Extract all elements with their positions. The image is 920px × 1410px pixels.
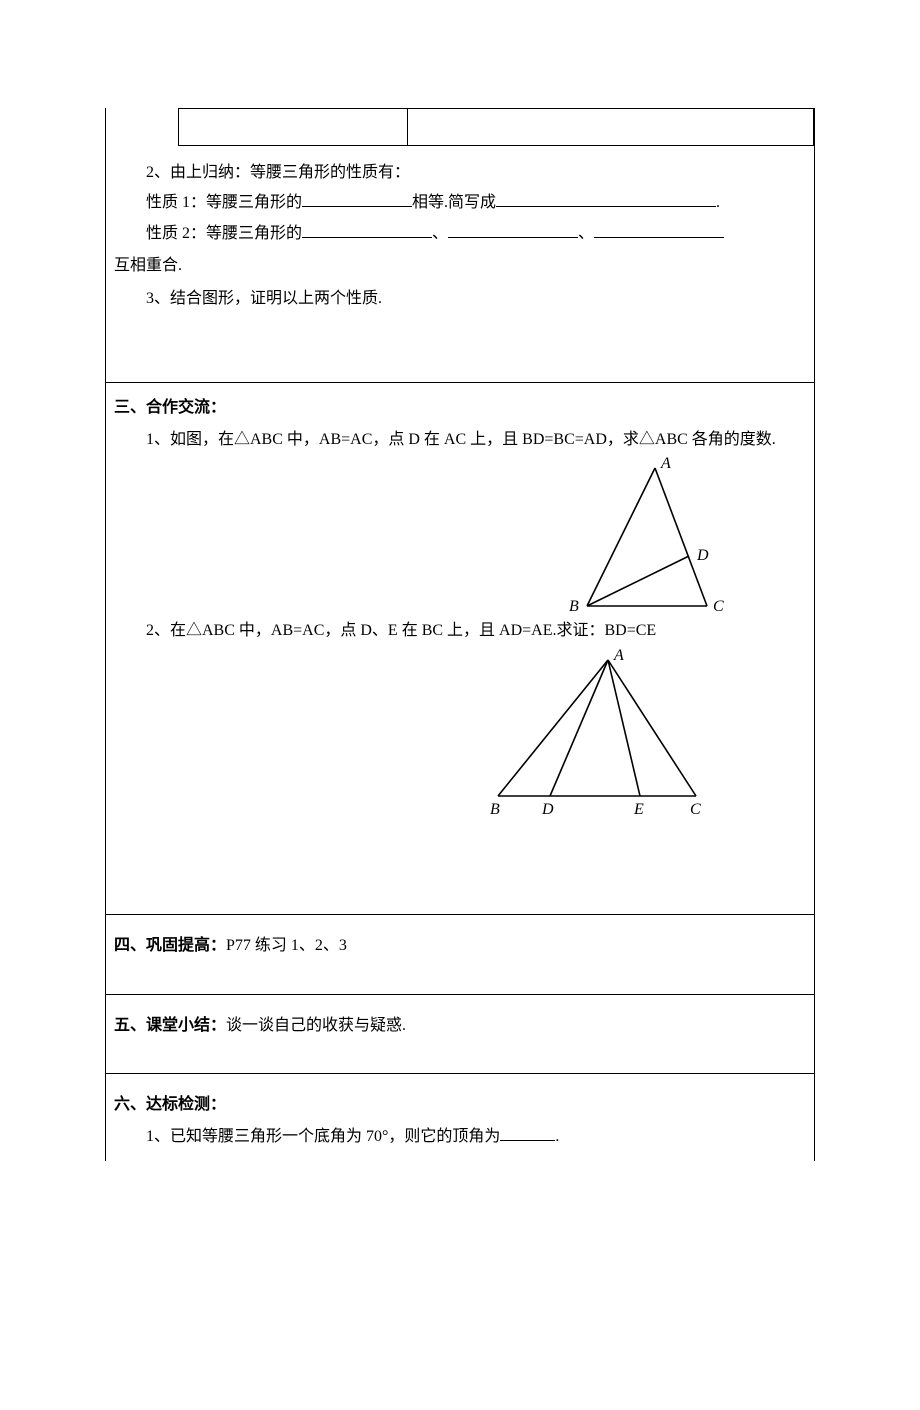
text-gonggu: P77 练习 1、2、3 — [226, 937, 347, 954]
page-content: 2、由上归纳：等腰三角形的性质有： 性质 1：等腰三角形的 相等.简写成. 性质 … — [105, 108, 815, 1161]
blank-prop2-1 — [302, 237, 432, 238]
prop1-part-b: 相等.简写成 — [412, 194, 496, 211]
text-guina: 2、由上归纳：等腰三角形的性质有： — [110, 158, 810, 188]
text-ketang: 谈一谈自己的收获与疑惑. — [226, 1017, 406, 1034]
heading-gonggu: 四、巩固提高： — [114, 937, 226, 954]
prop2-part-a: 性质 2：等腰三角形的 — [146, 225, 302, 242]
svg-text:B: B — [490, 801, 500, 816]
heading-dabiao: 六、达标检测： — [110, 1088, 810, 1122]
line-ketang: 五、课堂小结：谈一谈自己的收获与疑惑. — [110, 1009, 810, 1043]
text-line3: 3、结合图形，证明以上两个性质. — [110, 284, 810, 314]
q3-1: 1、如图，在△ABC 中，AB=AC，点 D 在 AC 上，且 BD=BC=AD… — [110, 425, 810, 455]
blank-prop2-3 — [594, 237, 724, 238]
prop1-part-a: 性质 1：等腰三角形的 — [146, 194, 302, 211]
figure2-svg: A B D E C — [480, 646, 740, 816]
spacer — [110, 314, 810, 374]
spacer — [110, 836, 810, 906]
blank-prop2-2 — [448, 237, 578, 238]
q6-1: 1、已知等腰三角形一个底角为 70°，则它的顶角为. — [110, 1122, 810, 1152]
heading-ketang: 五、课堂小结： — [114, 1017, 226, 1034]
blank-prop1-1 — [302, 206, 412, 207]
svg-text:B: B — [569, 598, 579, 614]
svg-text:C: C — [713, 598, 724, 614]
empty-cell-2 — [408, 108, 814, 146]
text-prop1: 性质 1：等腰三角形的 相等.简写成. — [110, 188, 810, 218]
svg-text:E: E — [633, 801, 644, 816]
segment-ketang: 五、课堂小结：谈一谈自己的收获与疑惑. — [106, 995, 814, 1074]
line-gonggu: 四、巩固提高：P77 练习 1、2、3 — [110, 929, 810, 963]
segment-dabiao: 六、达标检测： 1、已知等腰三角形一个底角为 70°，则它的顶角为. — [106, 1074, 814, 1161]
prop2-sep2: 、 — [578, 225, 594, 242]
empty-cell-1 — [178, 108, 408, 146]
empty-table-row — [110, 108, 810, 146]
text-huxiang: 互相重合. — [110, 249, 810, 283]
figure1-svg: A B C D — [565, 456, 745, 614]
prop2-sep1: 、 — [432, 225, 448, 242]
text-prop2: 性质 2：等腰三角形的 、 、 — [110, 219, 810, 249]
prop1-part-c: . — [716, 194, 720, 211]
svg-text:A: A — [660, 456, 671, 472]
svg-text:D: D — [541, 801, 554, 816]
q3-2: 2、在△ABC 中，AB=AC，点 D、E 在 BC 上，且 AD=AE.求证：… — [110, 616, 810, 646]
figure1-container: A B C D — [110, 456, 810, 616]
q6-1-b: . — [555, 1128, 559, 1145]
figure2-container: A B D E C — [110, 646, 810, 836]
blank-prop1-2 — [496, 206, 716, 207]
svg-text:A: A — [613, 647, 624, 664]
figure2-svg-holder: A B D E C — [480, 646, 740, 816]
figure1-svg-holder: A B C D — [565, 456, 745, 614]
segment-hezuo: 三、合作交流： 1、如图，在△ABC 中，AB=AC，点 D 在 AC 上，且 … — [106, 383, 814, 915]
blank-q6-1 — [500, 1140, 555, 1141]
heading-hezuo: 三、合作交流： — [110, 391, 810, 425]
svg-text:C: C — [690, 801, 701, 816]
segment-gonggu: 四、巩固提高：P77 练习 1、2、3 — [106, 915, 814, 994]
q6-1-a: 1、已知等腰三角形一个底角为 70°，则它的顶角为 — [146, 1128, 500, 1145]
svg-text:D: D — [696, 547, 709, 564]
segment-properties: 2、由上归纳：等腰三角形的性质有： 性质 1：等腰三角形的 相等.简写成. 性质 … — [106, 108, 814, 383]
